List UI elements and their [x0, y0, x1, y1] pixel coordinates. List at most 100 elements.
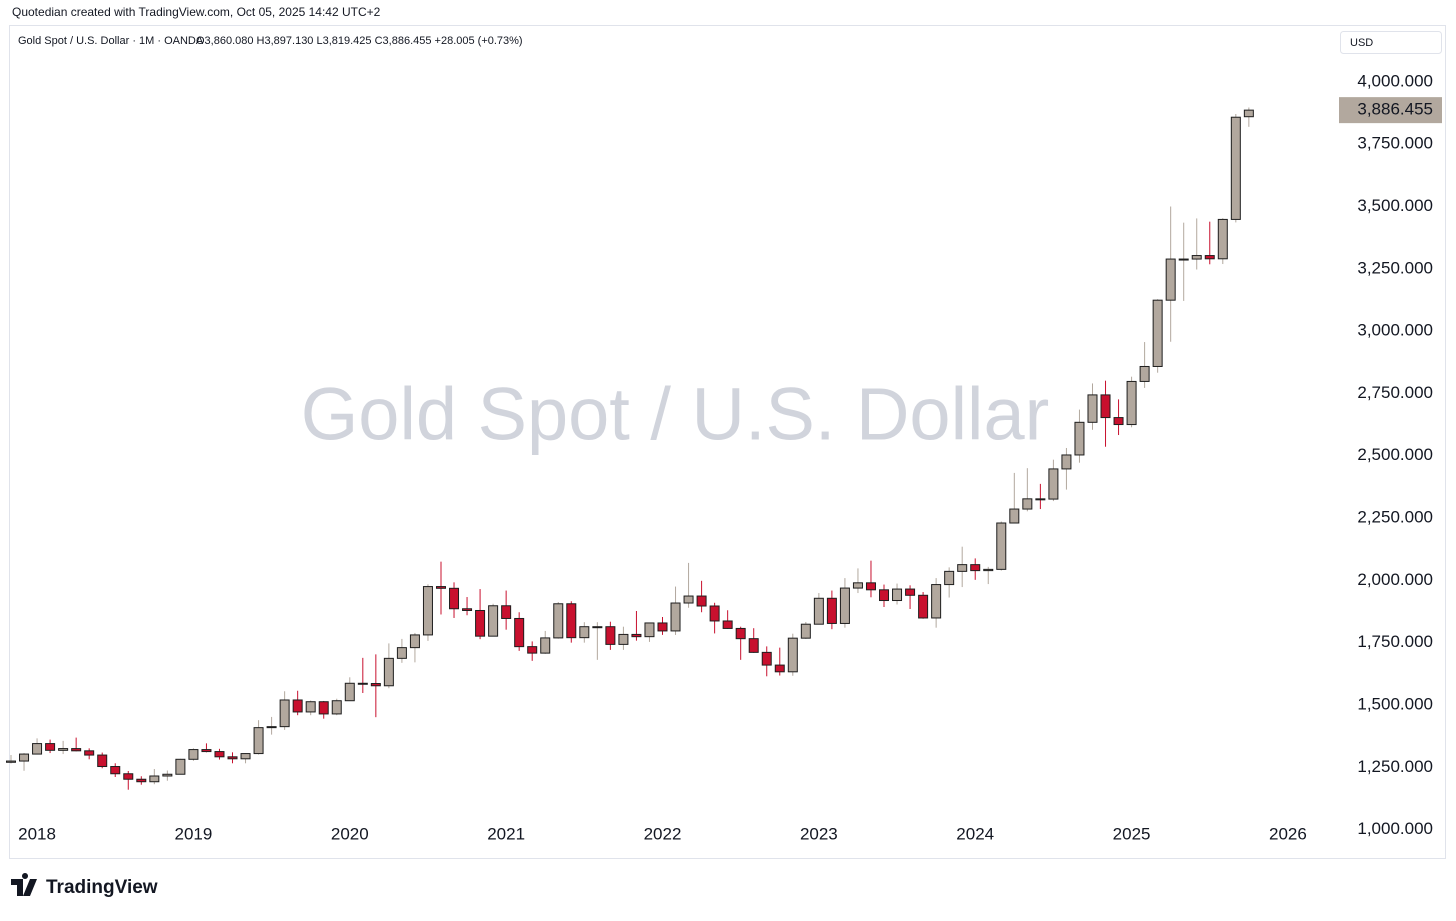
candle-body [45, 743, 56, 751]
candle-body [1113, 417, 1124, 426]
candle-body [201, 749, 212, 753]
candle-body [1191, 255, 1202, 260]
candle-body [566, 603, 577, 639]
candle-body [409, 634, 420, 649]
candle-body [957, 564, 968, 572]
y-tick-label: 2,000.000 [1357, 570, 1433, 589]
y-tick-label: 4,000.000 [1357, 71, 1433, 90]
candle-body [357, 682, 368, 685]
candle-body [970, 564, 981, 572]
y-tick-label: 3,250.000 [1357, 258, 1433, 277]
candle-body [865, 582, 876, 591]
candle-body [344, 682, 355, 702]
y-tick-label: 1,500.000 [1357, 694, 1433, 713]
candle-body [905, 588, 916, 596]
x-tick-label: 2022 [644, 824, 682, 843]
candle-body [1230, 116, 1241, 220]
y-tick-label: 1,750.000 [1357, 632, 1433, 651]
ohlc-legend: O3,860.080 H3,897.130 L3,819.425 C3,886.… [196, 35, 523, 47]
candle-body [774, 664, 785, 673]
y-tick-label: 2,750.000 [1357, 383, 1433, 402]
candle-body [71, 748, 82, 752]
candle-body [1178, 258, 1189, 261]
candle-body [123, 773, 134, 780]
candle-body [657, 622, 668, 632]
candle-body [1126, 380, 1137, 426]
candle-body [1048, 468, 1059, 500]
y-tick-label: 3,500.000 [1357, 196, 1433, 215]
candle-body [1009, 508, 1020, 524]
candle-body [435, 586, 446, 589]
x-tick-label: 2024 [956, 824, 994, 843]
logo-mark [11, 873, 37, 896]
logo [11, 873, 37, 896]
candle-body [501, 605, 512, 619]
candle-body [748, 638, 759, 653]
candle-body [918, 594, 929, 619]
chart-title: Gold Spot / U.S. Dollar · 1M · OANDA [18, 35, 204, 47]
y-tick-label: 2,250.000 [1357, 508, 1433, 527]
candle-body [318, 701, 329, 715]
candle-body [1217, 218, 1228, 260]
last-price-box [1339, 97, 1442, 124]
last-price-label: 3,886.455 [1357, 100, 1433, 119]
currency-box[interactable] [1340, 31, 1442, 54]
candle-body [527, 646, 538, 654]
y-tick-label: 1,250.000 [1357, 757, 1433, 776]
candle-body [514, 617, 525, 648]
candle-body [540, 637, 551, 654]
x-tick-label: 2021 [487, 824, 525, 843]
candle-body [292, 699, 303, 713]
candle-body [1152, 299, 1163, 367]
candle-body [396, 647, 407, 659]
candle-body [462, 608, 473, 611]
candle-body [1139, 365, 1150, 382]
x-tick-label: 2018 [18, 824, 56, 843]
candle-body [931, 584, 942, 619]
candle-body [592, 626, 603, 629]
y-tick-label: 1,000.000 [1357, 819, 1433, 838]
candle-body [722, 620, 733, 629]
candle-body [879, 589, 890, 602]
candle-body [84, 750, 95, 756]
candle-body [188, 749, 199, 760]
candle-body [422, 586, 433, 636]
currency[interactable]: USD [1350, 37, 1373, 49]
candle-body [1035, 498, 1046, 501]
candle-body [266, 726, 277, 729]
candle-body [800, 623, 811, 639]
candle-body [892, 588, 903, 602]
y-tick-label: 3,000.000 [1357, 321, 1433, 340]
candle-body [644, 622, 655, 638]
candle-body [1074, 421, 1085, 456]
chart-frame [9, 25, 1446, 859]
candle-body [579, 626, 590, 639]
candle-body [605, 626, 616, 645]
candle-body [240, 753, 251, 760]
candle-body [97, 754, 108, 768]
candle-body [852, 582, 863, 589]
candle-body [488, 605, 499, 637]
candle-body [1061, 454, 1072, 470]
footer-logo: TradingView [46, 877, 158, 898]
candle-body [32, 743, 43, 755]
x-tick-label: 2025 [1113, 824, 1151, 843]
header: Quotedian created with TradingView.com, … [12, 5, 381, 19]
candle-body [813, 597, 824, 625]
candle-body [631, 633, 642, 638]
candle-body [175, 758, 186, 775]
candle-body [670, 602, 681, 632]
candle-body [735, 627, 746, 640]
candle-body [6, 760, 16, 763]
candle-body [162, 773, 173, 777]
candle-body [253, 727, 264, 755]
candle-body [136, 778, 147, 783]
candle-body [696, 595, 707, 607]
x-tick-label: 2020 [331, 824, 369, 843]
candle-body [944, 570, 955, 586]
candle-body [996, 522, 1007, 570]
y-tick-label: 2,500.000 [1357, 445, 1433, 464]
watermark: Gold Spot / U.S. Dollar [301, 373, 1050, 456]
candle-body [149, 775, 160, 783]
